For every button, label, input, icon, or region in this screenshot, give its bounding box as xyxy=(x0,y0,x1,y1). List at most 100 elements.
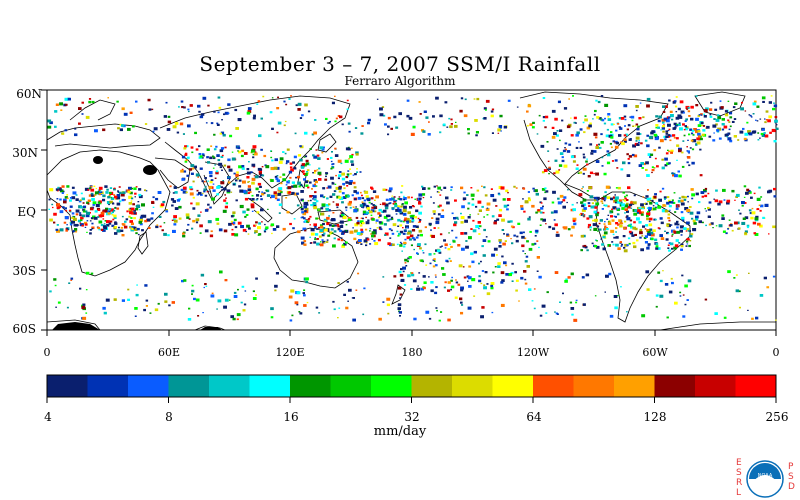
rain-pixel xyxy=(371,218,375,221)
rain-pixel xyxy=(624,118,627,121)
rain-pixel xyxy=(759,209,762,212)
rain-pixel xyxy=(267,208,269,210)
rain-pixel xyxy=(686,228,690,231)
rain-pixel xyxy=(235,199,238,202)
rain-pixel xyxy=(636,127,640,131)
rain-pixel xyxy=(679,229,683,233)
rain-pixel xyxy=(649,156,652,158)
rain-pixel xyxy=(460,288,464,292)
rain-pixel xyxy=(370,197,374,200)
rain-pixel xyxy=(365,242,368,244)
rain-pixel xyxy=(347,217,352,221)
rain-pixel xyxy=(447,289,451,292)
rain-pixel xyxy=(244,152,248,155)
rain-pixel xyxy=(341,192,345,195)
rain-pixel xyxy=(590,205,595,209)
rain-pixel xyxy=(720,106,724,109)
rain-pixel xyxy=(182,234,186,238)
rain-pixel xyxy=(455,121,457,123)
rain-pixel xyxy=(713,198,715,200)
rain-pixel xyxy=(114,232,118,235)
rain-pixel xyxy=(754,217,759,221)
rain-pixel xyxy=(455,216,459,220)
rain-pixel xyxy=(685,245,688,247)
rain-pixel xyxy=(529,230,532,233)
rain-pixel xyxy=(629,231,634,235)
rain-pixel xyxy=(511,280,514,282)
rain-pixel xyxy=(714,312,718,315)
colorbar-tick-4: 4 xyxy=(44,410,52,424)
rain-pixel xyxy=(144,189,147,192)
rain-pixel xyxy=(293,192,298,196)
rain-pixel xyxy=(314,226,317,228)
rain-pixel xyxy=(661,118,665,122)
rain-pixel xyxy=(269,111,273,114)
rain-pixel xyxy=(248,161,250,163)
rain-pixel xyxy=(628,224,632,227)
rain-pixel xyxy=(462,266,465,268)
rain-pixel xyxy=(663,117,667,121)
rain-pixel xyxy=(492,271,495,274)
rain-pixel xyxy=(484,194,488,197)
rain-pixel xyxy=(378,228,381,230)
rain-pixel xyxy=(743,196,746,198)
rain-pixel xyxy=(573,318,578,322)
rain-pixel xyxy=(121,215,124,218)
rain-pixel xyxy=(514,271,517,274)
rain-pixel xyxy=(638,164,643,167)
rain-pixel xyxy=(345,241,348,244)
rain-pixel xyxy=(353,237,357,241)
rain-pixel xyxy=(359,224,363,227)
rain-pixel xyxy=(256,198,259,200)
rain-pixel xyxy=(75,213,79,216)
rain-pixel xyxy=(387,125,390,128)
rain-pixel xyxy=(360,233,363,235)
rain-pixel xyxy=(134,196,136,198)
rain-pixel xyxy=(688,164,691,167)
rain-pixel xyxy=(715,118,720,122)
colorbar-cell xyxy=(168,375,210,397)
rain-pixel xyxy=(646,174,650,177)
rain-pixel xyxy=(363,239,368,243)
rain-pixel xyxy=(199,155,203,158)
rain-pixel xyxy=(204,209,209,212)
rain-pixel xyxy=(648,197,652,200)
rain-pixel xyxy=(275,272,279,275)
africa-outline xyxy=(46,149,171,277)
rain-pixel xyxy=(184,145,187,148)
rain-pixel xyxy=(109,192,112,194)
rain-pixel xyxy=(589,143,593,146)
rain-pixel xyxy=(583,207,587,210)
rain-pixel xyxy=(134,228,138,231)
rain-pixel xyxy=(633,245,637,249)
rain-pixel xyxy=(670,151,673,154)
rain-pixel xyxy=(402,232,406,235)
rain-pixel xyxy=(172,125,177,129)
rain-pixel xyxy=(582,303,586,306)
rain-pixel xyxy=(501,255,504,258)
rain-pixel xyxy=(162,200,166,204)
rain-pixel xyxy=(436,191,439,193)
rain-pixel xyxy=(646,207,649,209)
rain-pixel xyxy=(760,204,764,208)
rain-pixel xyxy=(493,221,497,225)
rain-pixel xyxy=(152,130,155,133)
logo-letter-s2: S xyxy=(788,472,794,482)
rain-pixel xyxy=(470,187,473,189)
rain-pixel xyxy=(556,130,559,132)
rain-pixel xyxy=(704,187,708,190)
rain-pixel xyxy=(307,110,311,113)
rain-pixel xyxy=(136,204,141,208)
rain-pixel xyxy=(745,191,749,195)
rain-pixel xyxy=(288,170,293,174)
rain-pixel xyxy=(371,231,376,235)
rain-pixel xyxy=(400,243,403,245)
rain-pixel xyxy=(383,114,386,117)
rain-pixel xyxy=(173,218,176,221)
rain-pixel xyxy=(81,197,85,201)
rain-pixel xyxy=(691,132,694,135)
rain-pixel xyxy=(421,250,424,252)
rain-pixel xyxy=(418,101,421,103)
rain-pixel xyxy=(411,205,415,207)
rain-pixel xyxy=(582,153,585,156)
